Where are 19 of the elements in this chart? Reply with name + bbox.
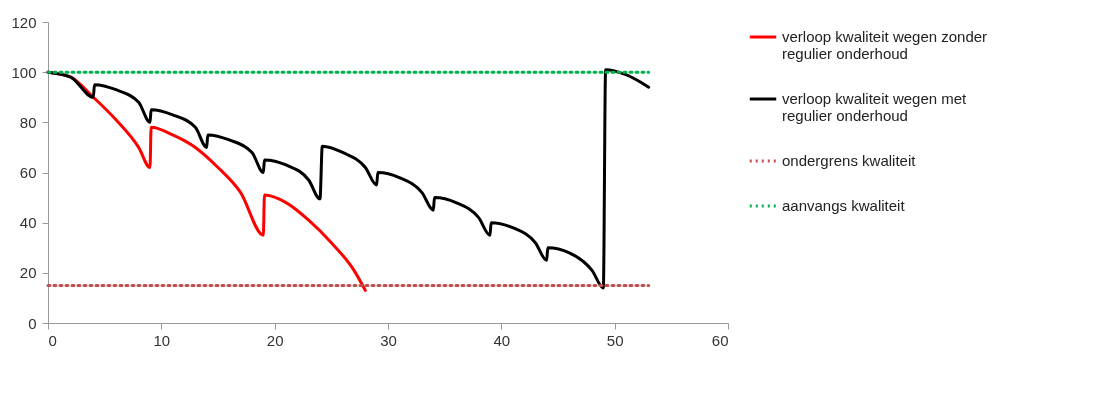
x-tick-label: 60 bbox=[711, 331, 729, 349]
y-tick-label: 100 bbox=[11, 63, 37, 81]
x-tick-label: 10 bbox=[153, 331, 171, 349]
x-tick-label: 50 bbox=[606, 331, 624, 349]
x-tick-label: 20 bbox=[266, 331, 284, 349]
legend-label: verloop kwaliteit wegen zonder regulier onderhoud bbox=[782, 28, 988, 62]
legend-label: ondergrens kwaliteit bbox=[782, 152, 917, 169]
y-tick-label: 80 bbox=[19, 113, 37, 131]
x-tick-label: 40 bbox=[493, 331, 511, 349]
y-tick-label: 0 bbox=[28, 314, 37, 332]
y-tick-label: 20 bbox=[19, 264, 37, 282]
y-tick-label: 120 bbox=[11, 13, 37, 31]
y-tick-label: 40 bbox=[19, 214, 37, 232]
legend-label: aanvangs kwaliteit bbox=[782, 197, 906, 214]
line-series bbox=[46, 68, 651, 290]
y-tick-label: 60 bbox=[19, 164, 37, 181]
legend-label: verloop kwaliteit wegen met regulier onderhoud bbox=[782, 90, 968, 124]
x-tick-label: 0 bbox=[48, 331, 57, 349]
x-tick-label: 30 bbox=[380, 331, 397, 349]
